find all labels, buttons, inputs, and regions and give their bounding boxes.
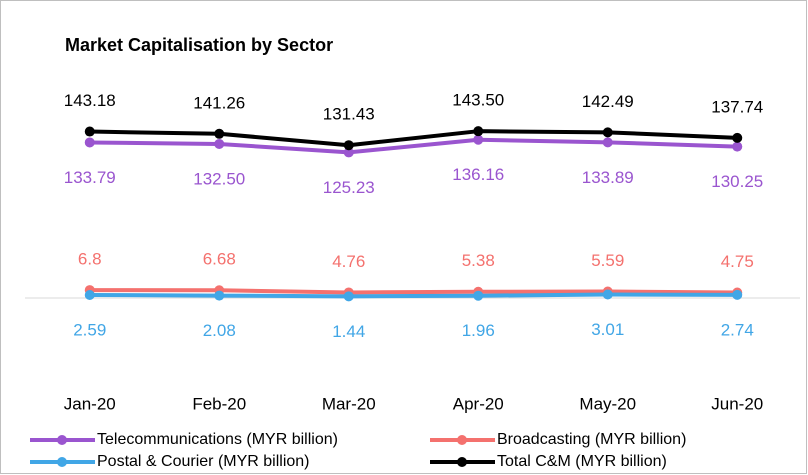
legend-marker [457, 435, 467, 445]
series-line [89, 137, 738, 155]
legend-label: Broadcasting (MYR billion) [497, 431, 686, 448]
data-label: 2.59 [73, 320, 106, 339]
series-line [89, 288, 738, 295]
data-label: 1.44 [332, 322, 365, 341]
data-label: 132.50 [193, 169, 245, 188]
data-label: 2.74 [721, 320, 754, 339]
data-point [602, 289, 613, 300]
data-label: 137.74 [711, 97, 763, 116]
data-label: 5.59 [591, 251, 624, 270]
x-tick-label: May-20 [579, 394, 636, 413]
data-label: 1.96 [462, 321, 495, 340]
legend-label: Total C&M (MYR billion) [497, 453, 667, 470]
data-point [214, 138, 225, 149]
x-tick-label: Jun-20 [711, 394, 763, 413]
data-point [343, 291, 354, 302]
series-line [89, 292, 738, 299]
x-tick-label: Apr-20 [453, 394, 504, 413]
data-point [732, 132, 743, 143]
data-label: 3.01 [591, 320, 624, 339]
data-label: 2.08 [203, 321, 236, 340]
data-point [214, 128, 225, 139]
series-line [89, 129, 738, 148]
x-tick-label: Feb-20 [192, 394, 246, 413]
data-point [214, 290, 225, 301]
data-point [84, 137, 95, 148]
legend-marker [57, 435, 67, 445]
data-label: 125.23 [323, 178, 375, 197]
data-point [602, 137, 613, 148]
data-label: 141.26 [193, 93, 245, 112]
data-point [473, 126, 484, 137]
chart-title: Market Capitalisation by Sector [65, 35, 333, 55]
data-label: 6.8 [78, 250, 102, 269]
data-label: 5.38 [462, 251, 495, 270]
data-point [732, 289, 743, 300]
data-label: 4.76 [332, 252, 365, 271]
data-label: 6.68 [203, 250, 236, 269]
data-label: 142.49 [582, 92, 634, 111]
data-label: 143.18 [64, 91, 116, 110]
legend-marker [457, 457, 467, 467]
data-point [84, 289, 95, 300]
data-label: 133.79 [64, 168, 116, 187]
x-tick-label: Mar-20 [322, 394, 376, 413]
data-label: 130.25 [711, 172, 763, 191]
data-label: 143.50 [452, 91, 504, 110]
data-point [343, 140, 354, 151]
legend-label: Telecommunications (MYR billion) [97, 431, 338, 448]
data-point [473, 290, 484, 301]
data-point [732, 141, 743, 152]
x-tick-label: Jan-20 [64, 394, 116, 413]
data-point [84, 126, 95, 137]
data-label: 131.43 [323, 105, 375, 124]
data-point [602, 127, 613, 138]
data-label: 136.16 [452, 165, 504, 184]
legend-label: Postal & Courier (MYR billion) [97, 453, 310, 470]
data-label: 133.89 [582, 168, 634, 187]
data-point [473, 134, 484, 145]
data-point [343, 147, 354, 158]
legend-marker [57, 457, 67, 467]
data-label: 4.75 [721, 252, 754, 271]
